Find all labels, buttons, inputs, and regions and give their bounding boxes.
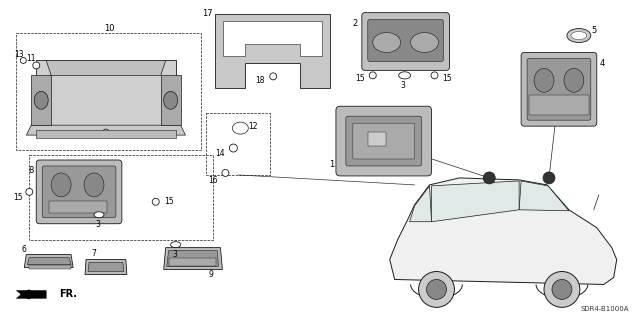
Text: 18: 18 xyxy=(255,76,265,85)
Text: 14: 14 xyxy=(216,149,225,158)
Ellipse shape xyxy=(171,241,180,248)
Circle shape xyxy=(419,271,454,307)
Circle shape xyxy=(552,279,572,300)
FancyBboxPatch shape xyxy=(368,19,444,62)
Text: 15: 15 xyxy=(13,193,23,202)
Text: 13: 13 xyxy=(15,50,24,59)
Bar xyxy=(529,95,589,115)
Text: 15: 15 xyxy=(443,74,452,83)
Polygon shape xyxy=(26,125,186,135)
Ellipse shape xyxy=(369,72,376,79)
Text: 3: 3 xyxy=(95,220,100,229)
Ellipse shape xyxy=(399,72,411,79)
Text: 15: 15 xyxy=(355,74,365,83)
Polygon shape xyxy=(28,257,71,264)
Bar xyxy=(29,264,71,269)
Text: 3: 3 xyxy=(400,81,405,90)
Circle shape xyxy=(544,271,580,307)
Ellipse shape xyxy=(431,72,438,79)
Ellipse shape xyxy=(33,62,40,69)
Text: 9: 9 xyxy=(208,270,213,279)
Text: 10: 10 xyxy=(104,24,114,33)
Bar xyxy=(169,257,216,265)
Ellipse shape xyxy=(483,172,495,184)
Ellipse shape xyxy=(103,129,109,135)
Ellipse shape xyxy=(543,172,555,184)
Ellipse shape xyxy=(164,91,178,109)
Polygon shape xyxy=(390,178,617,285)
Ellipse shape xyxy=(567,29,591,42)
FancyBboxPatch shape xyxy=(42,166,116,218)
Text: 7: 7 xyxy=(92,249,97,258)
Ellipse shape xyxy=(229,144,237,152)
Ellipse shape xyxy=(372,33,401,52)
FancyBboxPatch shape xyxy=(36,160,122,224)
Text: SDR4-B1000A: SDR4-B1000A xyxy=(580,306,628,312)
Ellipse shape xyxy=(51,173,71,197)
Ellipse shape xyxy=(20,57,26,63)
Polygon shape xyxy=(161,75,180,125)
Polygon shape xyxy=(431,181,519,222)
Text: 12: 12 xyxy=(248,122,258,131)
Text: 5: 5 xyxy=(591,26,596,35)
Text: 3: 3 xyxy=(172,250,177,259)
Text: 8: 8 xyxy=(29,167,34,175)
Polygon shape xyxy=(519,181,569,211)
Text: 15: 15 xyxy=(164,197,173,206)
Polygon shape xyxy=(164,248,223,270)
Text: 6: 6 xyxy=(22,245,27,254)
FancyBboxPatch shape xyxy=(353,123,415,159)
Polygon shape xyxy=(216,14,330,88)
FancyBboxPatch shape xyxy=(527,58,591,120)
Polygon shape xyxy=(17,290,46,298)
Polygon shape xyxy=(31,75,51,125)
Polygon shape xyxy=(46,60,166,75)
Text: 2: 2 xyxy=(352,19,358,28)
Polygon shape xyxy=(85,260,127,274)
Circle shape xyxy=(426,279,447,300)
Polygon shape xyxy=(410,186,431,222)
Ellipse shape xyxy=(269,73,276,80)
Ellipse shape xyxy=(411,33,438,52)
FancyBboxPatch shape xyxy=(346,116,422,166)
Text: FR.: FR. xyxy=(59,289,77,300)
Text: 1: 1 xyxy=(330,160,335,169)
Ellipse shape xyxy=(222,169,229,176)
Bar xyxy=(36,130,175,138)
Ellipse shape xyxy=(571,32,587,40)
Polygon shape xyxy=(88,263,124,271)
Bar xyxy=(17,33,200,150)
Text: 11: 11 xyxy=(26,54,36,63)
Ellipse shape xyxy=(152,198,159,205)
Text: 16: 16 xyxy=(209,176,218,185)
Bar xyxy=(205,113,270,175)
FancyBboxPatch shape xyxy=(521,52,596,126)
Ellipse shape xyxy=(84,173,104,197)
Ellipse shape xyxy=(26,189,33,195)
Text: 17: 17 xyxy=(202,9,213,18)
Ellipse shape xyxy=(534,68,554,92)
Ellipse shape xyxy=(232,122,248,134)
Polygon shape xyxy=(24,255,73,268)
Text: 4: 4 xyxy=(599,59,604,68)
Bar xyxy=(368,132,386,146)
Bar xyxy=(29,155,214,240)
Polygon shape xyxy=(166,251,218,267)
Ellipse shape xyxy=(564,68,584,92)
Polygon shape xyxy=(36,60,175,130)
Bar xyxy=(49,201,107,213)
FancyBboxPatch shape xyxy=(336,106,431,176)
Polygon shape xyxy=(223,21,322,56)
FancyBboxPatch shape xyxy=(362,13,449,70)
Ellipse shape xyxy=(94,212,104,218)
Ellipse shape xyxy=(35,91,48,109)
